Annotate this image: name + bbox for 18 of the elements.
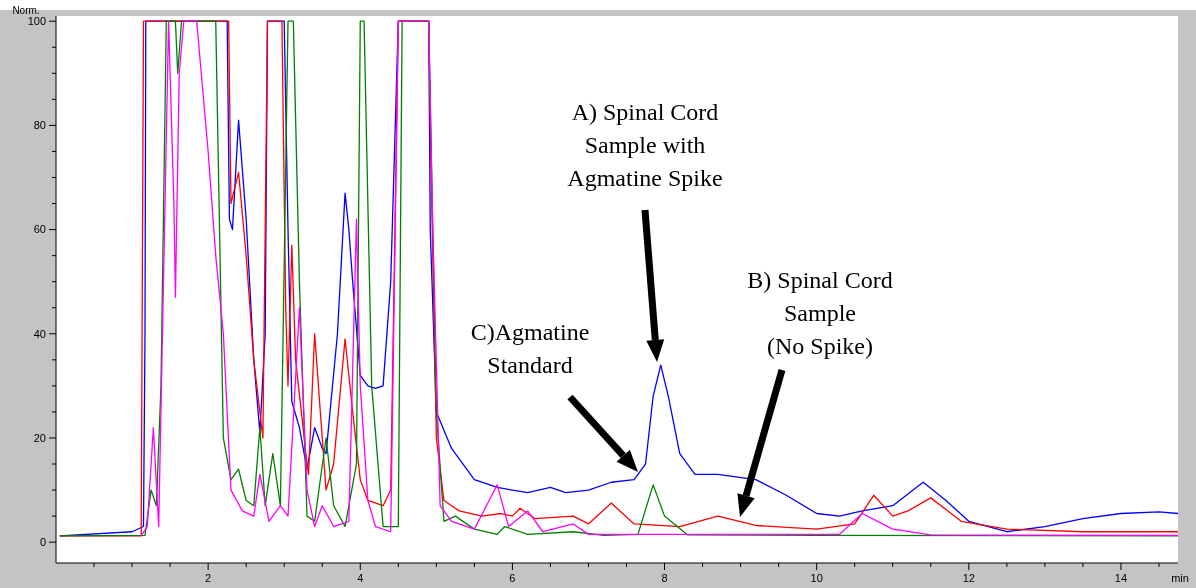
y-tick-label: 40 xyxy=(33,327,46,340)
x-tick-label: 8 xyxy=(661,572,668,584)
y-tick-label: 20 xyxy=(33,431,46,444)
x-tick-label: 6 xyxy=(509,572,516,584)
x-axis-title: min xyxy=(1171,572,1189,584)
y-axis-title: Norm. xyxy=(12,5,40,16)
x-tick-label: 10 xyxy=(810,572,823,584)
y-tick-label: 60 xyxy=(33,223,46,236)
x-tick-label: 4 xyxy=(357,572,364,584)
annotation: C)Agmatine Standard xyxy=(470,319,590,378)
x-tick-label: 14 xyxy=(1114,572,1128,584)
annotation: B) Spinal Cord Sample (No Spike) xyxy=(747,267,893,359)
x-tick-label: 2 xyxy=(205,572,212,584)
y-tick-label: 80 xyxy=(33,119,46,132)
annotation: A) Spinal Cord Sample with Agmatine Spike xyxy=(567,99,723,191)
y-tick-label: 100 xyxy=(27,15,46,28)
y-tick-label: 0 xyxy=(39,536,46,549)
x-tick-label: 12 xyxy=(962,572,975,584)
